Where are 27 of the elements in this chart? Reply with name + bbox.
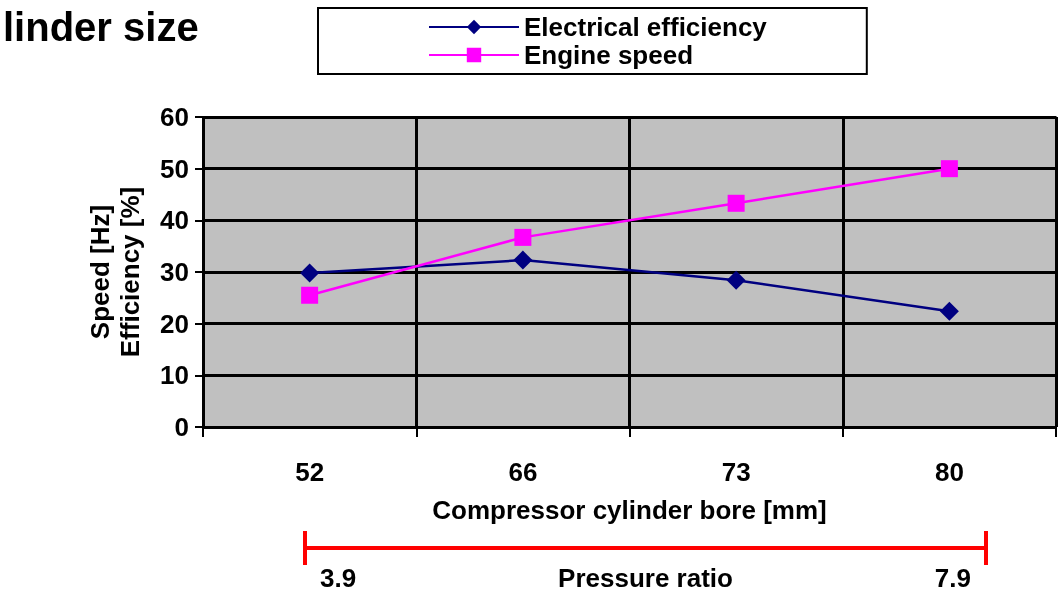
y-tick-label: 10 <box>160 360 189 391</box>
point <box>301 286 319 304</box>
x-tick-label: 73 <box>721 457 751 487</box>
point <box>939 301 959 321</box>
point <box>300 263 320 283</box>
text: Pressure ratio <box>558 563 733 591</box>
point <box>727 194 745 212</box>
y-tick-label: 50 <box>160 153 189 184</box>
y-tick-label: 20 <box>160 308 189 339</box>
point <box>940 160 958 178</box>
text: 3.9 <box>320 563 357 591</box>
x-axis-title: Compressor cylinder bore [mm] <box>432 495 827 525</box>
x-tick-label: 52 <box>295 457 325 487</box>
y-tick-label: 60 <box>160 102 189 132</box>
x-tick-label: 66 <box>508 457 538 487</box>
legend-label: Electrical efficiency <box>524 12 768 42</box>
point <box>514 228 532 246</box>
point <box>513 250 533 270</box>
x-tick-label: 80 <box>934 457 964 487</box>
y-axis-title: Speed [Hz] Efficiency [%] <box>85 186 145 358</box>
text: 7.9 <box>934 563 971 591</box>
y-tick-label: 40 <box>160 205 189 236</box>
y-tick-label: 0 <box>174 412 189 442</box>
chart-title: linder size <box>3 5 199 49</box>
legend-label: Engine speed <box>524 40 694 70</box>
y-tick-label: 30 <box>160 257 189 287</box>
point <box>726 270 746 290</box>
